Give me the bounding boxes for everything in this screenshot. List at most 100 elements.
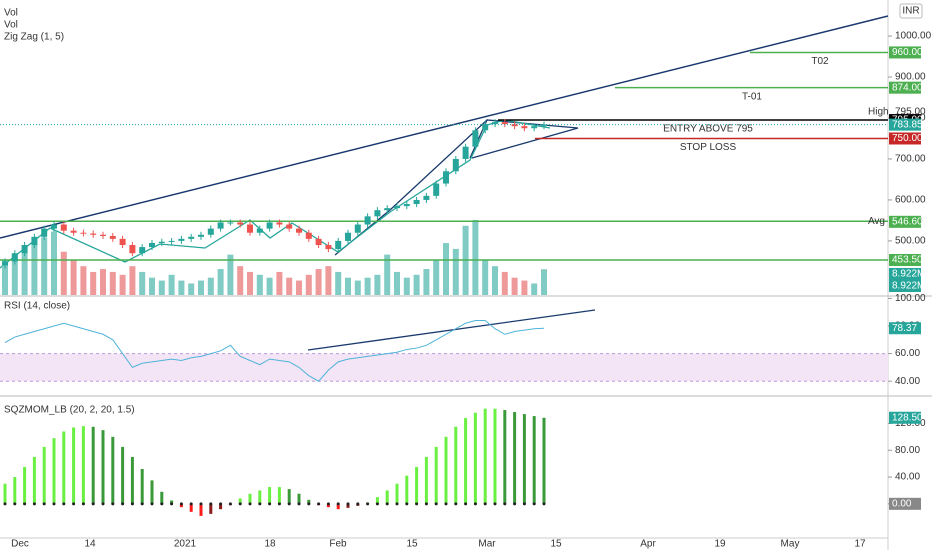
momentum-bar (405, 475, 409, 504)
candle (335, 240, 342, 250)
momentum-bar (415, 466, 419, 504)
momentum-bar (385, 490, 389, 504)
candle (374, 210, 381, 217)
price-tag: 750.00 (889, 132, 923, 145)
y-tick-label: 40.00 (895, 376, 920, 387)
volume-bar (60, 251, 67, 295)
candle (501, 122, 508, 125)
candle (21, 245, 28, 254)
volume-bar (443, 243, 449, 295)
momentum-bar (307, 499, 311, 504)
volume-bar (433, 260, 440, 295)
x-tick-label: 2021 (174, 539, 197, 550)
squeeze-dot (473, 502, 477, 506)
candle (11, 253, 18, 262)
candle (452, 158, 459, 172)
momentum-bar (150, 480, 154, 504)
rsi-trend-line (307, 309, 596, 351)
candle (521, 126, 528, 129)
squeeze-dot (72, 502, 76, 506)
squeeze-dot (248, 502, 252, 506)
squeeze-dot (238, 502, 242, 506)
squeeze-dot (111, 502, 115, 506)
momentum-bar (336, 503, 340, 510)
volume-bar (501, 271, 508, 295)
volume-bar (335, 271, 342, 295)
squeeze-dot (464, 502, 468, 506)
momentum-bar (513, 412, 517, 504)
volume-bar (364, 277, 371, 295)
squeeze-dot (336, 502, 340, 506)
zig-zag (0, 119, 551, 269)
candle (60, 224, 67, 231)
volume-bar (256, 274, 263, 295)
squeeze-dot (140, 502, 144, 506)
momentum-bar (32, 456, 36, 504)
momentum-bar (23, 466, 27, 504)
momentum-bar (42, 446, 46, 504)
volume-bar (168, 274, 175, 295)
squeeze-dot (219, 502, 223, 506)
volume-bar (237, 266, 244, 295)
candle (286, 224, 293, 229)
sqz-tag: 128.50 (889, 411, 923, 424)
momentum-bar (81, 426, 85, 504)
candle (345, 232, 351, 241)
volume-bar (403, 277, 410, 295)
volume-bar (482, 260, 489, 295)
rsi-title: RSI (14, close) (4, 301, 70, 312)
momentum-bar (326, 503, 330, 508)
momentum-bar (52, 438, 56, 504)
currency-box[interactable] (899, 3, 923, 19)
squeeze-dot (307, 502, 311, 506)
volume-bar (158, 280, 165, 295)
squeeze-dot (228, 502, 232, 506)
candle (168, 240, 175, 242)
candle (2, 261, 8, 266)
momentum-bar (72, 427, 76, 504)
level-name: T-01 (742, 91, 762, 102)
candle (315, 238, 322, 246)
squeeze-dot (346, 502, 350, 506)
last-price-tag-box (889, 118, 921, 131)
y-tick-label: 500.00 (895, 236, 926, 247)
candle (384, 208, 391, 211)
squeeze-dot (42, 502, 46, 506)
candle (129, 245, 136, 254)
squeeze-dot (434, 502, 438, 506)
zero-tag: 0.00 (889, 497, 921, 510)
ma-tag-box (889, 215, 921, 228)
squeeze-dot (415, 502, 419, 506)
candle (482, 124, 489, 131)
momentum-bar (238, 498, 242, 504)
y-tick-label: 100.00 (895, 293, 926, 304)
squeeze-dot (532, 502, 536, 506)
momentum-bar (91, 426, 95, 504)
squeeze-dot (317, 502, 321, 506)
candle (276, 222, 283, 225)
candle (109, 236, 116, 239)
momentum-bar (346, 503, 350, 508)
volume-bar (80, 266, 87, 295)
candle (462, 146, 469, 159)
x-tick-label: 15 (406, 539, 418, 550)
trend-line (0, 15, 889, 239)
rsi-tag: 78.37 (889, 322, 921, 335)
x-tick-label: Apr (640, 539, 656, 550)
x-tick-label: Feb (329, 539, 347, 550)
price-tag-text: 750.00 (892, 133, 923, 144)
volume-bar (100, 269, 106, 295)
triangle (469, 119, 579, 159)
volume-bar (413, 274, 420, 295)
candle (178, 238, 185, 241)
squeeze-dot (444, 502, 448, 506)
level-name: Avg (868, 216, 885, 227)
volume-bar (492, 266, 498, 295)
candle (207, 228, 214, 235)
squeeze-dot (91, 502, 95, 506)
candle (139, 247, 146, 254)
rsi-tag-box (889, 322, 921, 335)
last-price-tag-text: 783.85 (892, 119, 923, 130)
candle (443, 171, 449, 184)
price-tag-text: 874.00 (892, 82, 923, 93)
